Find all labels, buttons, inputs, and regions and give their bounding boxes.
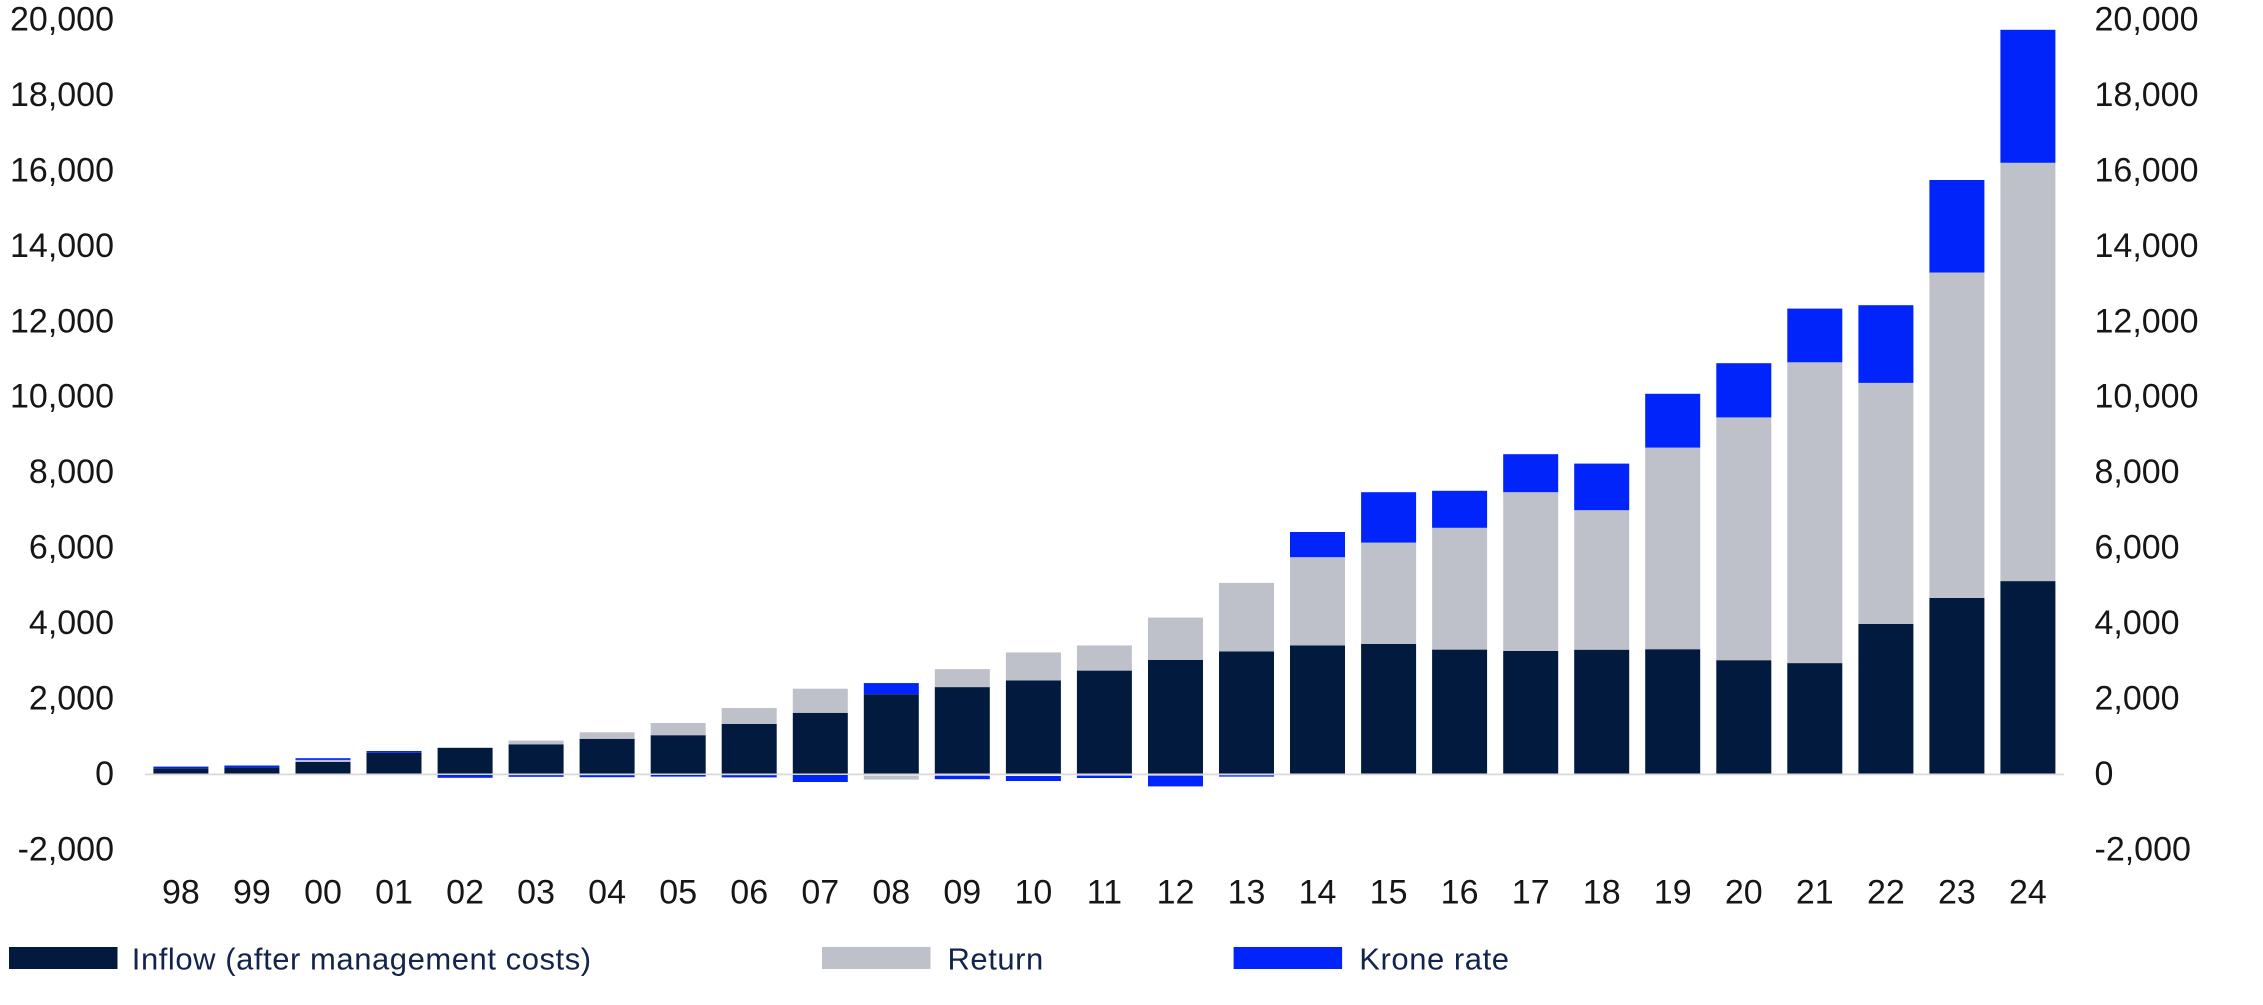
svg-text:98: 98 <box>162 874 200 912</box>
svg-text:10,000: 10,000 <box>2095 378 2199 416</box>
svg-text:Krone rate: Krone rate <box>1359 942 1509 977</box>
svg-text:6,000: 6,000 <box>29 529 114 567</box>
svg-text:-2,000: -2,000 <box>18 830 114 868</box>
svg-text:4,000: 4,000 <box>2095 604 2180 642</box>
svg-text:2,000: 2,000 <box>2095 680 2180 718</box>
svg-text:13: 13 <box>1228 874 1266 912</box>
svg-text:0: 0 <box>2095 755 2114 793</box>
svg-text:20,000: 20,000 <box>2095 1 2199 39</box>
svg-text:05: 05 <box>659 874 697 912</box>
svg-text:03: 03 <box>517 874 555 912</box>
svg-text:18,000: 18,000 <box>10 76 114 114</box>
svg-text:09: 09 <box>943 874 981 912</box>
svg-text:2,000: 2,000 <box>29 680 114 718</box>
svg-text:19: 19 <box>1654 874 1692 912</box>
svg-text:10: 10 <box>1014 874 1052 912</box>
svg-text:16,000: 16,000 <box>10 151 114 189</box>
svg-text:17: 17 <box>1512 874 1550 912</box>
svg-text:02: 02 <box>446 874 484 912</box>
svg-text:22: 22 <box>1867 874 1905 912</box>
svg-text:12,000: 12,000 <box>2095 302 2199 340</box>
svg-text:07: 07 <box>801 874 839 912</box>
svg-text:18,000: 18,000 <box>2095 76 2199 114</box>
svg-text:12,000: 12,000 <box>10 302 114 340</box>
svg-text:04: 04 <box>588 874 626 912</box>
svg-text:06: 06 <box>730 874 768 912</box>
svg-text:24: 24 <box>2009 874 2047 912</box>
svg-text:11: 11 <box>1087 874 1122 912</box>
svg-text:00: 00 <box>304 874 342 912</box>
svg-text:01: 01 <box>375 874 413 912</box>
svg-text:6,000: 6,000 <box>2095 529 2180 567</box>
svg-text:20,000: 20,000 <box>10 1 114 39</box>
svg-text:Inflow (after management costs: Inflow (after management costs) <box>132 942 592 977</box>
svg-text:14: 14 <box>1299 874 1337 912</box>
svg-text:08: 08 <box>872 874 910 912</box>
svg-text:21: 21 <box>1796 874 1834 912</box>
svg-text:14,000: 14,000 <box>10 227 114 265</box>
svg-text:15: 15 <box>1370 874 1408 912</box>
svg-text:23: 23 <box>1938 874 1976 912</box>
svg-text:16: 16 <box>1441 874 1479 912</box>
svg-text:12: 12 <box>1157 874 1195 912</box>
svg-text:99: 99 <box>233 874 271 912</box>
svg-text:8,000: 8,000 <box>2095 453 2180 491</box>
svg-text:8,000: 8,000 <box>29 453 114 491</box>
svg-text:20: 20 <box>1725 874 1763 912</box>
svg-text:14,000: 14,000 <box>2095 227 2199 265</box>
svg-text:0: 0 <box>95 755 114 793</box>
svg-text:18: 18 <box>1583 874 1621 912</box>
svg-text:10,000: 10,000 <box>10 378 114 416</box>
svg-text:4,000: 4,000 <box>29 604 114 642</box>
svg-text:16,000: 16,000 <box>2095 151 2199 189</box>
svg-text:-2,000: -2,000 <box>2095 830 2191 868</box>
svg-text:Return: Return <box>948 942 1044 977</box>
